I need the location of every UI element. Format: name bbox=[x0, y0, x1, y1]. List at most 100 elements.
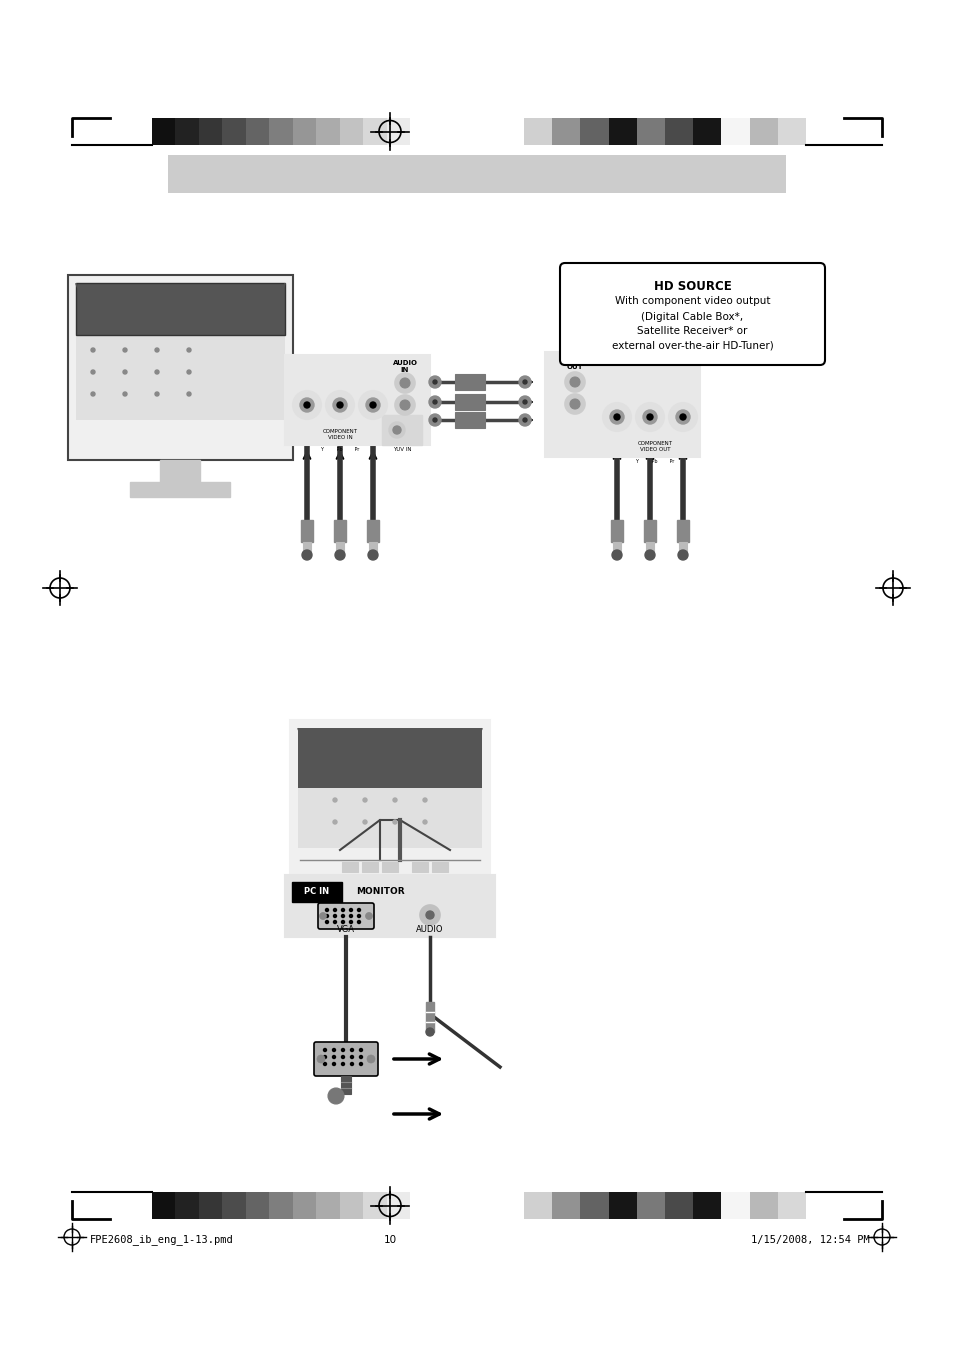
Circle shape bbox=[612, 550, 621, 561]
Bar bbox=[285, 355, 430, 444]
Circle shape bbox=[350, 1048, 354, 1051]
Bar bbox=[387, 1192, 410, 1219]
Bar bbox=[613, 542, 620, 553]
Bar bbox=[720, 118, 749, 145]
Circle shape bbox=[333, 1062, 335, 1066]
Bar bbox=[579, 1192, 608, 1219]
Bar bbox=[664, 1192, 693, 1219]
Circle shape bbox=[676, 409, 689, 424]
Circle shape bbox=[429, 413, 440, 426]
Bar bbox=[339, 118, 363, 145]
Circle shape bbox=[349, 920, 352, 924]
Circle shape bbox=[154, 349, 159, 353]
Bar bbox=[410, 1192, 434, 1219]
Circle shape bbox=[333, 820, 336, 824]
Bar bbox=[637, 118, 664, 145]
Text: VGA: VGA bbox=[336, 925, 355, 934]
Circle shape bbox=[668, 403, 697, 431]
Circle shape bbox=[91, 349, 95, 353]
Bar bbox=[664, 118, 693, 145]
Circle shape bbox=[646, 413, 652, 420]
Circle shape bbox=[91, 392, 95, 396]
Circle shape bbox=[522, 400, 526, 404]
Circle shape bbox=[359, 1048, 362, 1051]
Text: Y         Pb        Pr: Y Pb Pr bbox=[635, 459, 674, 463]
Bar bbox=[340, 1075, 351, 1094]
Circle shape bbox=[323, 1048, 326, 1051]
Bar bbox=[246, 118, 269, 145]
Circle shape bbox=[326, 390, 354, 419]
Circle shape bbox=[395, 394, 415, 415]
Circle shape bbox=[426, 1028, 434, 1036]
Bar bbox=[269, 1192, 293, 1219]
Circle shape bbox=[154, 370, 159, 374]
Circle shape bbox=[341, 1055, 344, 1058]
Circle shape bbox=[433, 417, 436, 422]
Bar bbox=[303, 542, 311, 553]
Text: 1/15/2008, 12:54 PM: 1/15/2008, 12:54 PM bbox=[750, 1235, 869, 1246]
Circle shape bbox=[569, 399, 579, 409]
Circle shape bbox=[426, 911, 434, 919]
Bar bbox=[693, 1192, 720, 1219]
Bar bbox=[297, 788, 481, 848]
Text: (Digital Cable Box*,: (Digital Cable Box*, bbox=[640, 312, 742, 322]
Circle shape bbox=[187, 370, 191, 374]
Circle shape bbox=[349, 908, 352, 912]
Bar bbox=[293, 1192, 316, 1219]
Text: 10: 10 bbox=[383, 1235, 396, 1246]
Bar bbox=[199, 118, 222, 145]
Circle shape bbox=[325, 920, 328, 924]
Bar bbox=[369, 542, 376, 553]
Circle shape bbox=[395, 373, 415, 393]
Circle shape bbox=[357, 908, 360, 912]
Text: Y         Pb        Pr: Y Pb Pr bbox=[320, 447, 359, 453]
Circle shape bbox=[564, 394, 584, 413]
Text: external over-the-air HD-Tuner): external over-the-air HD-Tuner) bbox=[611, 340, 773, 350]
Circle shape bbox=[564, 372, 584, 392]
Circle shape bbox=[334, 920, 336, 924]
Circle shape bbox=[569, 377, 579, 386]
Bar bbox=[579, 118, 608, 145]
Circle shape bbox=[366, 399, 379, 412]
Circle shape bbox=[336, 403, 343, 408]
Circle shape bbox=[323, 1055, 326, 1058]
FancyBboxPatch shape bbox=[317, 902, 374, 929]
Bar bbox=[222, 1192, 246, 1219]
Bar bbox=[677, 520, 688, 542]
Circle shape bbox=[636, 403, 663, 431]
Bar bbox=[432, 862, 448, 871]
Bar bbox=[297, 728, 481, 788]
Polygon shape bbox=[68, 276, 293, 459]
Circle shape bbox=[522, 417, 526, 422]
Circle shape bbox=[350, 1062, 354, 1066]
Bar bbox=[341, 862, 357, 871]
Bar bbox=[720, 1192, 749, 1219]
Bar bbox=[387, 118, 410, 145]
Bar bbox=[643, 520, 656, 542]
Circle shape bbox=[609, 409, 623, 424]
Bar bbox=[608, 118, 637, 145]
Text: MONITOR: MONITOR bbox=[355, 888, 404, 896]
Bar bbox=[293, 118, 316, 145]
Circle shape bbox=[363, 798, 367, 802]
Bar bbox=[316, 118, 339, 145]
Bar bbox=[410, 118, 434, 145]
Circle shape bbox=[187, 349, 191, 353]
Circle shape bbox=[419, 905, 439, 925]
Bar bbox=[679, 542, 686, 553]
Circle shape bbox=[363, 820, 367, 824]
Circle shape bbox=[316, 1055, 325, 1063]
Bar bbox=[637, 1192, 664, 1219]
FancyBboxPatch shape bbox=[314, 1042, 377, 1075]
Circle shape bbox=[357, 915, 360, 917]
Circle shape bbox=[429, 396, 440, 408]
Text: AUDIO
OUT: AUDIO OUT bbox=[562, 357, 587, 370]
Circle shape bbox=[333, 798, 336, 802]
Circle shape bbox=[123, 392, 127, 396]
Bar bbox=[152, 1192, 175, 1219]
Circle shape bbox=[602, 403, 630, 431]
Circle shape bbox=[333, 1055, 335, 1058]
Text: AUDIO: AUDIO bbox=[416, 925, 443, 934]
Circle shape bbox=[325, 908, 328, 912]
Bar bbox=[363, 1192, 387, 1219]
